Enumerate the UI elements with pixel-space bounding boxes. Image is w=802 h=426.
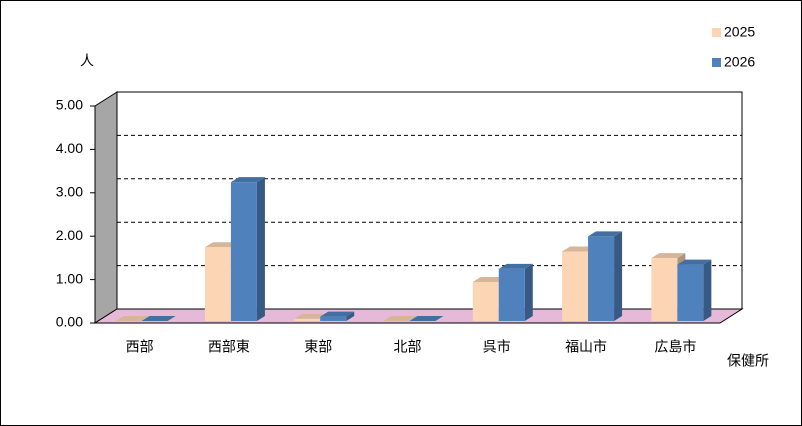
bar — [230, 177, 265, 321]
x-tick-label: 北部 — [394, 339, 422, 355]
bar — [115, 316, 150, 321]
bar-top — [677, 259, 712, 265]
bar-top — [141, 316, 176, 321]
bar-side — [614, 231, 623, 321]
y-tick-label: 5.00 — [56, 97, 83, 113]
bar-top — [651, 253, 686, 259]
bar-side — [346, 311, 355, 321]
bar-front — [320, 316, 347, 321]
legend-label: 2025 — [724, 24, 755, 40]
bar-front — [562, 251, 589, 321]
bar-front — [472, 281, 499, 321]
bar — [588, 231, 623, 321]
bar-top — [562, 246, 597, 252]
bar — [677, 259, 712, 321]
bar-front — [498, 268, 525, 321]
x-tick-label: 西部東 — [208, 339, 250, 355]
legend-label: 2026 — [724, 54, 755, 70]
x-tick-label: 東部 — [304, 339, 332, 355]
legend-swatch — [712, 58, 721, 67]
bar-top — [320, 311, 355, 317]
bar-front — [294, 318, 321, 321]
bar-top — [498, 263, 533, 269]
y-tick-label: 2.00 — [56, 227, 83, 243]
bar-top — [204, 242, 239, 248]
x-tick-label: 広島市 — [654, 339, 696, 355]
x-tick-label: 西部 — [126, 339, 154, 355]
bar-front — [651, 258, 678, 321]
x-axis-label: 保健所 — [727, 353, 769, 369]
y-axis-label: 人 — [80, 53, 94, 69]
y-tick-label: 1.00 — [56, 270, 83, 286]
bar-side — [703, 259, 712, 321]
bar — [141, 316, 176, 321]
x-tick-label: 呉市 — [483, 339, 511, 355]
y-tick-label: 4.00 — [56, 140, 83, 156]
bar-side — [524, 263, 533, 321]
bar-front — [204, 247, 231, 321]
bar-top — [588, 231, 623, 237]
bar-top — [472, 276, 507, 282]
bar — [409, 316, 444, 321]
x-tick-label: 福山市 — [565, 339, 607, 355]
bar-top — [383, 316, 418, 321]
side-wall — [94, 91, 118, 324]
bar-top — [230, 177, 265, 183]
bar — [498, 263, 533, 321]
bar — [383, 316, 418, 321]
bar-side — [256, 177, 265, 321]
bar-front — [677, 264, 704, 321]
bar-front — [588, 236, 615, 321]
bar-top — [294, 313, 329, 319]
y-tick-label: 0.00 — [56, 314, 83, 330]
bar — [320, 311, 355, 321]
bar-top — [115, 316, 150, 321]
bar-front — [230, 182, 257, 321]
y-tick-label: 3.00 — [56, 184, 83, 200]
bar-top — [409, 316, 444, 321]
legend-swatch — [712, 28, 721, 37]
